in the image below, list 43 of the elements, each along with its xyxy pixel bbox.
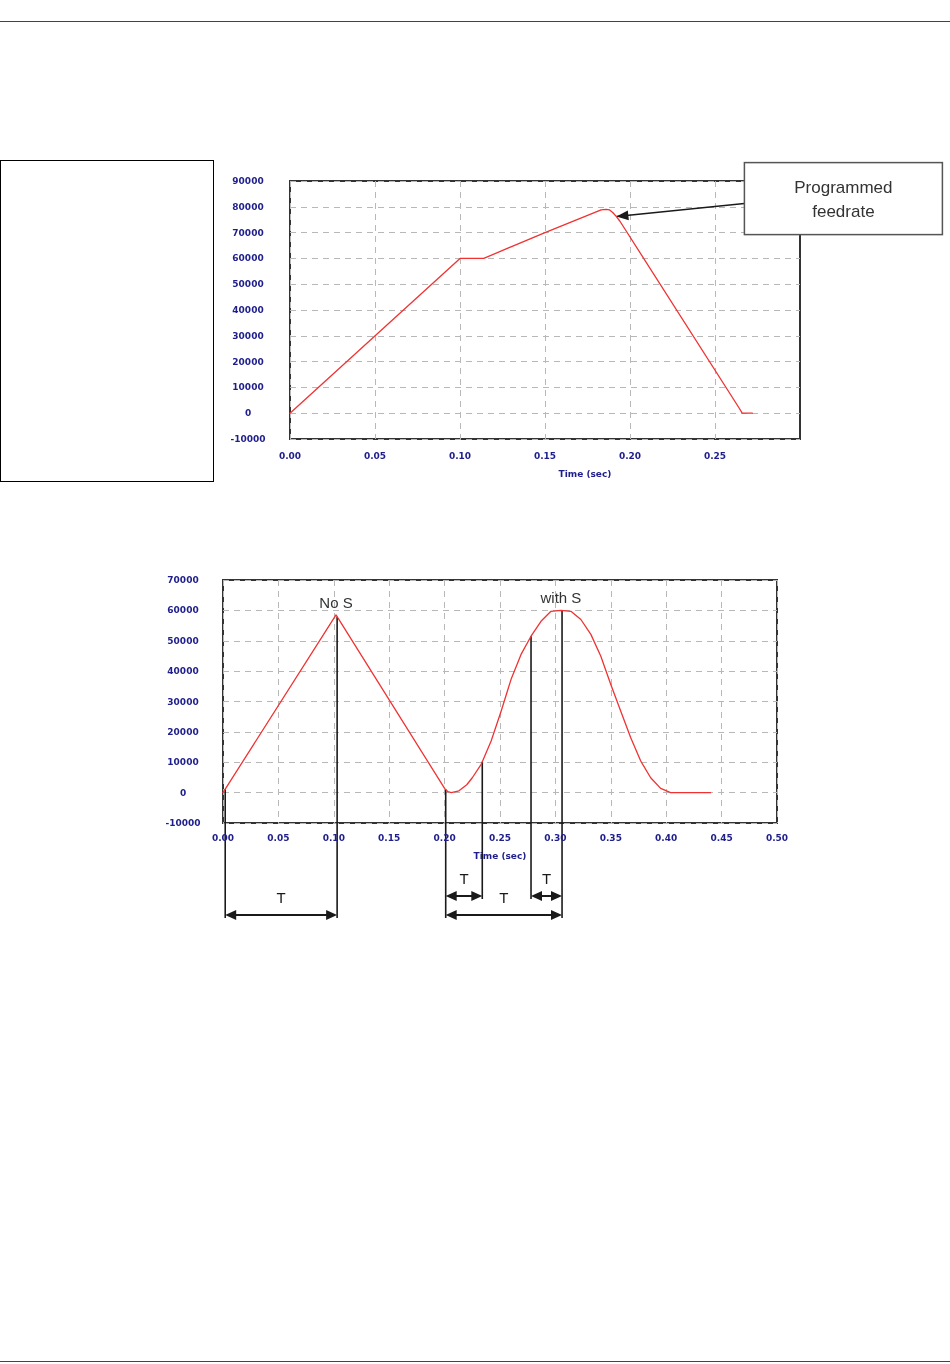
y-tick-label: 10000 [232,382,264,393]
y-tick-label: 50000 [232,279,264,290]
x-tick-label: 0.25 [703,450,727,461]
text: T [499,889,509,906]
y-tick-label: 20000 [232,356,264,367]
annotation: Programmed feedrate [794,177,893,221]
y-tick-label: -10000 [230,434,266,444]
x-tick-label: 0.05 [363,450,387,461]
y-tick-label: 20000 [167,726,199,737]
text: T [541,870,552,887]
y-tick-label: -10000 [165,818,201,828]
text: T [459,870,469,887]
y-tick-label: 40000 [167,666,199,677]
y-tick-label: 80000 [232,201,264,212]
y-tick-label: 0 [179,787,187,798]
x-tick-label: 0.20 [618,450,642,461]
y-tick-label: 50000 [167,635,199,646]
text: T [276,889,286,906]
line-series [289,208,754,414]
y-tick-label: 40000 [232,305,264,315]
y-tick-label: 30000 [167,696,199,707]
x-tick-label: 0.40 [655,832,678,843]
x-tick-label: 0.25 [488,832,512,843]
y-tick-label: 0 [244,408,252,419]
x-tick-label: 0.10 [448,450,472,461]
line-series [222,609,712,794]
y-tick-label: 10000 [167,757,199,768]
x-tick-label: 0.00 [278,450,302,461]
x-tick-label: 0.15 [378,832,401,843]
annotation: No S [319,593,353,611]
x-axis-title: Time (sec) [558,468,612,479]
y-tick-label: 60000 [167,605,199,616]
x-tick-label: 0.05 [267,832,290,843]
x-tick-label: 0.35 [599,832,622,843]
y-tick-label: 70000 [232,227,264,238]
y-tick-label: 70000 [167,575,199,585]
x-tick-label: 0.50 [765,832,789,843]
y-tick-label: 90000 [232,176,264,186]
x-tick-label: 0.45 [710,832,733,843]
annotation: with S [539,589,582,607]
y-tick-label: 60000 [232,253,264,264]
x-tick-label: 0.15 [533,450,557,461]
y-tick-label: 30000 [232,330,264,341]
